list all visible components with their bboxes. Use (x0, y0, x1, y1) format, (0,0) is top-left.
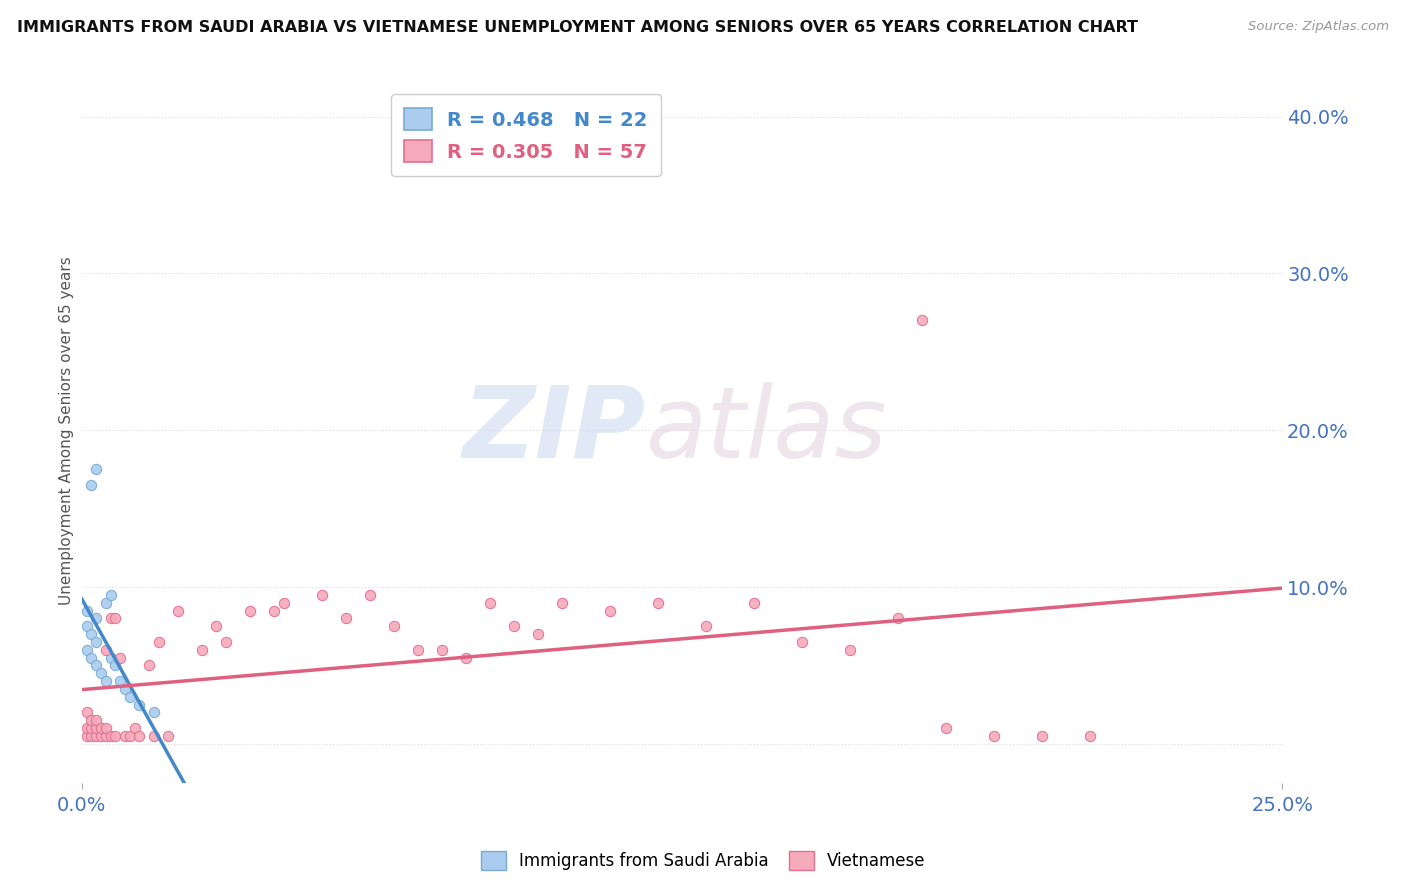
Point (114, 681, 136, 696)
Point (84, 714, 107, 728)
Point (263, 604, 285, 618)
Point (138, 658, 160, 673)
Point (167, 604, 190, 618)
Text: ZIP: ZIP (463, 382, 645, 479)
Point (599, 604, 621, 618)
Point (142, 706, 165, 720)
Point (84, 611, 107, 625)
Legend: R = 0.468   N = 22, R = 0.305   N = 57: R = 0.468 N = 22, R = 0.305 N = 57 (391, 95, 661, 176)
Point (100, 611, 122, 625)
Point (983, 729, 1005, 743)
Point (80, 721, 103, 735)
Point (311, 588, 333, 602)
Point (94, 642, 117, 657)
Point (94, 729, 117, 743)
Point (76, 721, 98, 735)
Point (100, 650, 122, 665)
Point (80, 650, 103, 665)
Point (478, 596, 501, 610)
Point (76, 642, 98, 657)
Point (84, 658, 107, 673)
Point (90, 721, 112, 735)
Point (239, 604, 262, 618)
Point (110, 674, 132, 689)
Point (128, 698, 150, 712)
Point (118, 729, 141, 743)
Point (430, 642, 453, 657)
Point (94, 674, 117, 689)
Point (76, 604, 98, 618)
Point (104, 729, 127, 743)
Text: IMMIGRANTS FROM SAUDI ARABIA VS VIETNAMESE UNEMPLOYMENT AMONG SENIORS OVER 65 YE: IMMIGRANTS FROM SAUDI ARABIA VS VIETNAME… (17, 20, 1137, 35)
Point (90, 729, 112, 743)
Point (80, 714, 103, 728)
Point (76, 619, 98, 633)
Point (90, 666, 112, 681)
Point (128, 729, 150, 743)
Point (94, 721, 117, 735)
Point (695, 619, 717, 633)
Point (90, 721, 112, 735)
Point (406, 642, 429, 657)
Point (273, 596, 295, 610)
Point (76, 706, 98, 720)
Point (104, 658, 127, 673)
Text: Source: ZipAtlas.com: Source: ZipAtlas.com (1249, 20, 1389, 33)
Point (503, 619, 526, 633)
Point (148, 635, 170, 649)
Point (124, 721, 146, 735)
Point (80, 729, 103, 743)
Point (191, 642, 214, 657)
Point (359, 588, 381, 602)
Point (84, 729, 107, 743)
Point (114, 729, 136, 743)
Point (205, 619, 228, 633)
Point (80, 478, 103, 492)
Point (118, 690, 141, 704)
Point (84, 635, 107, 649)
Y-axis label: Unemployment Among Seniors over 65 years: Unemployment Among Seniors over 65 years (59, 256, 73, 605)
Point (887, 611, 910, 625)
Point (215, 635, 238, 649)
Point (157, 729, 180, 743)
Point (80, 627, 103, 641)
Point (100, 729, 122, 743)
Point (142, 729, 165, 743)
Point (647, 596, 669, 610)
Point (790, 635, 813, 649)
Point (454, 650, 477, 665)
Point (839, 642, 862, 657)
Point (935, 721, 957, 735)
Legend: Immigrants from Saudi Arabia, Vietnamese: Immigrants from Saudi Arabia, Vietnamese (474, 844, 932, 877)
Point (94, 596, 117, 610)
Point (100, 588, 122, 602)
Point (335, 611, 357, 625)
Point (911, 313, 934, 327)
Point (110, 650, 132, 665)
Text: atlas: atlas (645, 382, 887, 479)
Point (527, 627, 550, 641)
Point (84, 462, 107, 476)
Point (742, 596, 765, 610)
Point (382, 619, 405, 633)
Point (1031, 729, 1053, 743)
Point (104, 611, 127, 625)
Point (84, 721, 107, 735)
Point (1078, 729, 1101, 743)
Point (76, 729, 98, 743)
Point (551, 596, 574, 610)
